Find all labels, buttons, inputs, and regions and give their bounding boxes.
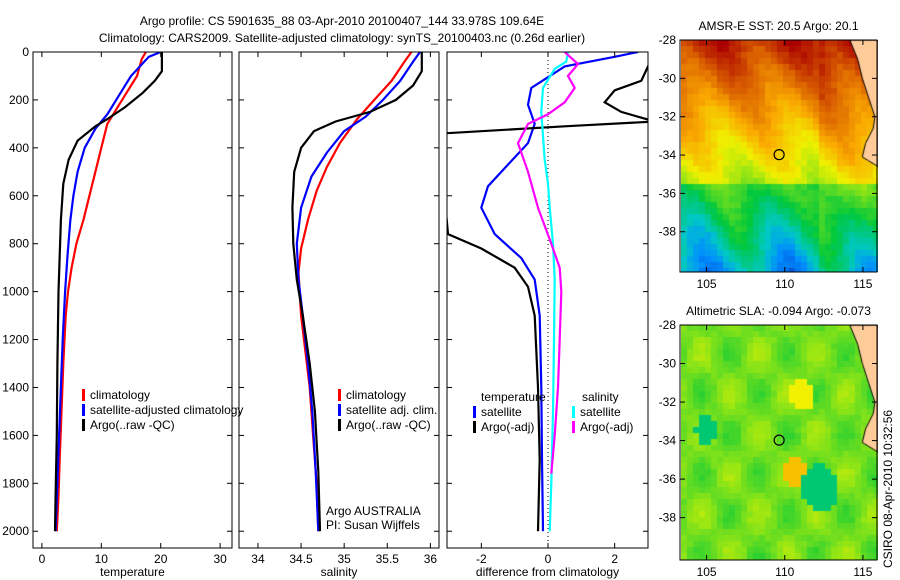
argo-location-marker — [773, 149, 785, 161]
y-tick-label: 2000 — [2, 524, 29, 538]
sla-map-image — [681, 325, 878, 560]
panel-temperature: 0 10 20 30 0 200 400 600 800 1000 1200 1400 1600 1800… — [2, 45, 243, 579]
legend-label: satellite adj. clim. — [346, 403, 437, 417]
lat-tick-label: -28 — [659, 33, 677, 47]
x-axis-label: difference from climatology — [476, 565, 619, 579]
lat-tick-label: -38 — [659, 511, 677, 525]
legend-label: satellite — [481, 405, 522, 419]
x-tick-label: 20 — [154, 552, 168, 566]
lat-tick-label: -38 — [659, 225, 677, 239]
y-tick-label: 1200 — [2, 333, 29, 347]
map-title: AMSR-E SST: 20.5 Argo: 20.1 — [698, 19, 858, 33]
series-line-temperature-satellite — [480, 52, 639, 532]
legend-title-salinity: salinity — [582, 390, 619, 404]
lat-tick-label: -32 — [659, 395, 677, 409]
y-tick-label: 1000 — [2, 285, 29, 299]
lon-tick-label: 105 — [697, 565, 717, 579]
y-tick-label: 600 — [9, 189, 29, 203]
annotation-text: Argo AUSTRALIA — [326, 504, 421, 518]
x-tick-label: 34.5 — [289, 552, 313, 566]
legend-label: Argo(-adj) — [580, 420, 633, 434]
plot-frame — [32, 51, 233, 549]
legend-swatch — [82, 404, 85, 416]
series-line-satellite-adj-clim- — [295, 52, 421, 532]
series-line-salinity-argo-adj- — [516, 52, 580, 474]
x-tick-label: 35.5 — [376, 552, 400, 566]
lon-tick-label: 115 — [853, 565, 872, 579]
series-line-salinity-satellite — [540, 52, 570, 532]
legend-label: Argo(-adj) — [481, 420, 534, 434]
legend-label: climatology — [90, 388, 150, 402]
series-line-temperature-argo-adj- — [447, 63, 648, 532]
series-line-satellite-adjusted-climatology — [54, 52, 162, 532]
lat-tick-label: -36 — [659, 472, 677, 486]
y-tick-label: 200 — [9, 93, 29, 107]
x-tick-label: 0 — [545, 552, 552, 566]
x-tick-label: 2 — [611, 552, 618, 566]
sla-map-axes: Altimetric SLA: -0.094 Argo: -0.073 105 11… — [659, 304, 878, 579]
sst-map-image — [681, 40, 878, 272]
legend-label: climatology — [346, 388, 406, 402]
plot-frame — [238, 51, 440, 549]
lon-tick-label: 115 — [853, 277, 872, 291]
x-axis-label: temperature — [100, 565, 165, 579]
legend-label: satellite — [580, 405, 621, 419]
legend-label: satellite-adjusted climatology — [90, 403, 243, 417]
legend-swatch — [572, 421, 575, 433]
legend-swatch — [338, 419, 341, 431]
y-tick-label: 1400 — [2, 380, 29, 394]
legend-label: Argo(..raw -QC) — [90, 418, 175, 432]
lat-tick-label: -30 — [659, 71, 677, 85]
y-tick-label: 0 — [22, 45, 29, 59]
annotation-text: PI: Susan Wijffels — [326, 518, 420, 532]
x-tick-label: 10 — [95, 552, 109, 566]
argo-location-marker — [773, 434, 785, 446]
legend-swatch — [473, 406, 476, 418]
series-line-climatology — [55, 52, 147, 532]
panel-salinity: 34 34.5 35 35.5 36 salinity climatologysatelli… — [238, 51, 440, 579]
legend-swatch — [82, 389, 85, 401]
x-tick-label: 30 — [213, 552, 227, 566]
legend-swatch — [338, 404, 341, 416]
lat-tick-label: -30 — [659, 357, 677, 371]
lon-tick-label: 110 — [775, 565, 794, 579]
legend-swatch — [473, 421, 476, 433]
lon-tick-label: 105 — [697, 277, 717, 291]
legend-title-temperature: temperature — [481, 390, 546, 404]
x-axis-label: salinity — [321, 565, 358, 579]
lat-tick-label: -36 — [659, 186, 677, 200]
map-frame — [679, 324, 878, 561]
footer-credit: CSIRO 08-Apr-2010 10:32:56 — [881, 410, 895, 568]
x-tick-label: 36 — [424, 552, 438, 566]
series-line-argo-raw-qc- — [291, 52, 423, 532]
x-tick-label: 34 — [251, 552, 265, 566]
map-title: Altimetric SLA: -0.094 Argo: -0.073 — [686, 304, 871, 318]
lat-tick-label: -34 — [659, 148, 677, 162]
legend-swatch — [338, 389, 341, 401]
legend-swatch — [572, 406, 575, 418]
lat-tick-label: -32 — [659, 110, 677, 124]
x-tick-label: -2 — [476, 552, 487, 566]
lat-tick-label: -34 — [659, 434, 677, 448]
title-line-1: Argo profile: CS 5901635_88 03-Apr-2010 … — [140, 14, 544, 28]
y-tick-label: 800 — [9, 237, 29, 251]
x-tick-label: 0 — [39, 552, 46, 566]
lat-tick-label: -28 — [659, 318, 677, 332]
series-line-argo-raw-qc- — [53, 52, 163, 532]
x-tick-label: 35 — [337, 552, 351, 566]
y-tick-label: 1600 — [2, 428, 29, 442]
lon-tick-label: 110 — [775, 277, 794, 291]
y-tick-label: 400 — [9, 141, 29, 155]
y-tick-label: 1800 — [2, 476, 29, 490]
map-frame — [679, 39, 878, 273]
legend-label: Argo(..raw -QC) — [346, 418, 431, 432]
legend-swatch — [82, 419, 85, 431]
title-line-2: Climatology: CARS2009. Satellite-adjuste… — [99, 31, 585, 45]
sst-map-axes: AMSR-E SST: 20.5 Argo: 20.1 105 110 115 -28 -… — [659, 19, 878, 291]
